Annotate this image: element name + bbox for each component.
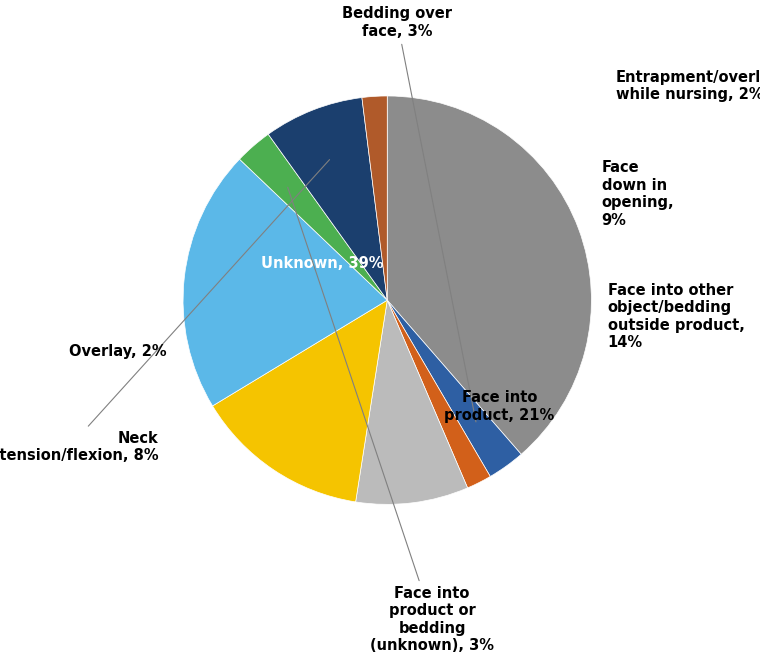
Text: Unknown, 39%: Unknown, 39% xyxy=(261,256,383,271)
Wedge shape xyxy=(268,97,388,300)
Wedge shape xyxy=(213,300,388,502)
Text: Entrapment/overlay
while nursing, 2%: Entrapment/overlay while nursing, 2% xyxy=(616,70,760,102)
Text: Neck
extension/flexion, 8%: Neck extension/flexion, 8% xyxy=(0,160,330,463)
Text: Face into
product, 21%: Face into product, 21% xyxy=(445,390,555,422)
Wedge shape xyxy=(183,159,388,406)
Text: Overlay, 2%: Overlay, 2% xyxy=(69,343,166,359)
Text: Face into other
object/bedding
outside product,
14%: Face into other object/bedding outside p… xyxy=(608,283,745,350)
Wedge shape xyxy=(388,96,591,454)
Wedge shape xyxy=(388,300,521,477)
Wedge shape xyxy=(362,96,388,300)
Text: Face
down in
opening,
9%: Face down in opening, 9% xyxy=(602,160,674,227)
Text: Bedding over
face, 3%: Bedding over face, 3% xyxy=(343,7,476,422)
Wedge shape xyxy=(356,300,467,505)
Text: Face into
product or
bedding
(unknown), 3%: Face into product or bedding (unknown), … xyxy=(288,187,494,653)
Wedge shape xyxy=(239,134,388,300)
Wedge shape xyxy=(388,300,490,488)
